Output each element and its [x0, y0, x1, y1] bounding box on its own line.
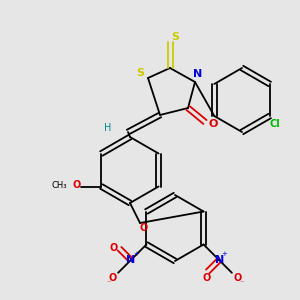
Text: CH₃: CH₃ — [52, 181, 67, 190]
Text: O: O — [72, 179, 80, 190]
Text: O: O — [208, 119, 218, 129]
Text: S: S — [171, 32, 179, 42]
Text: O: O — [109, 243, 117, 253]
Text: +: + — [221, 251, 227, 257]
Text: O: O — [203, 273, 211, 283]
Text: O: O — [233, 273, 242, 284]
Text: N: N — [194, 69, 202, 79]
Text: +: + — [133, 251, 139, 257]
Text: H: H — [104, 123, 112, 133]
Text: ⁻: ⁻ — [106, 278, 110, 287]
Text: O: O — [140, 223, 148, 233]
Text: O: O — [108, 273, 117, 284]
Text: Cl: Cl — [269, 119, 280, 129]
Text: N: N — [214, 255, 224, 265]
Text: S: S — [136, 68, 144, 78]
Text: N: N — [126, 255, 136, 265]
Text: ⁻: ⁻ — [240, 278, 244, 287]
